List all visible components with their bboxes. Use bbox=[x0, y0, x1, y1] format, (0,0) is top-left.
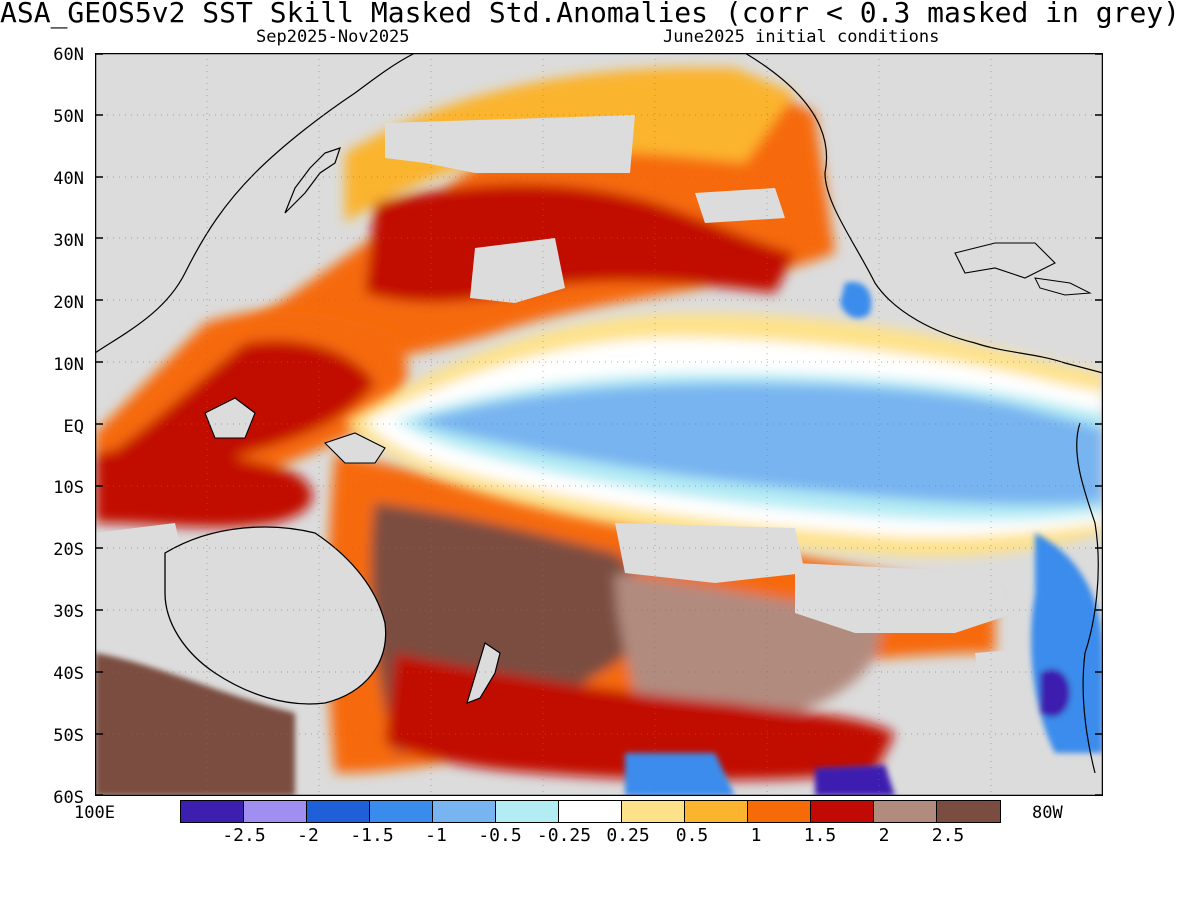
legend-swatch bbox=[937, 801, 1000, 822]
southern-ocean-strip bbox=[95, 653, 895, 796]
equatorial-cold-tongue bbox=[345, 313, 1103, 557]
north-america-coastline bbox=[744, 53, 1103, 374]
legend-tick-label: 0.5 bbox=[675, 825, 709, 846]
legend-tick-label: 1 bbox=[750, 825, 762, 846]
new-zealand-land bbox=[466, 642, 501, 704]
lat-label: 40S bbox=[53, 664, 84, 685]
legend-swatch bbox=[874, 801, 937, 822]
legend-swatch bbox=[748, 801, 811, 822]
lon-label-left: 100E bbox=[74, 803, 115, 823]
color-legend bbox=[180, 800, 1001, 823]
lat-label: 50S bbox=[53, 726, 84, 747]
legend-tick-label: -2.5 bbox=[222, 825, 266, 846]
map-canvas bbox=[95, 53, 1103, 796]
lat-label: EQ bbox=[63, 416, 84, 437]
legend-swatch bbox=[685, 801, 748, 822]
legend-tick-label: -1.5 bbox=[350, 825, 394, 846]
lat-label: 10S bbox=[53, 478, 84, 499]
new-guinea-coastline bbox=[323, 432, 386, 464]
legend-swatch bbox=[496, 801, 559, 822]
gulf-coast bbox=[954, 242, 1056, 279]
legend-tick-label: 2.5 bbox=[931, 825, 965, 846]
legend-swatch bbox=[622, 801, 685, 822]
lat-label: 20N bbox=[53, 292, 84, 313]
cuba-coastline bbox=[1034, 277, 1092, 296]
lat-label: 40N bbox=[53, 168, 84, 189]
lat-label: 10N bbox=[53, 354, 84, 375]
south-america-coastline bbox=[1076, 422, 1099, 774]
anomaly-map bbox=[95, 53, 1103, 796]
legend-swatch bbox=[433, 801, 496, 822]
borneo-coastline bbox=[204, 397, 256, 439]
chart-title: ASA_GEOS5v2 SST Skill Masked Std.Anomali… bbox=[0, 0, 1181, 29]
east-pacific-cool-anomaly bbox=[840, 282, 1103, 753]
legend-tick-label: -1 bbox=[425, 825, 447, 846]
initial-conditions: June2025 initial conditions bbox=[663, 27, 940, 47]
forecast-period: Sep2025-Nov2025 bbox=[256, 27, 410, 47]
lat-label: 30N bbox=[53, 230, 84, 251]
legend-swatch bbox=[811, 801, 874, 822]
lat-lon-grid bbox=[95, 53, 1103, 796]
legend-tick-label: 1.5 bbox=[803, 825, 837, 846]
legend-swatch bbox=[244, 801, 307, 822]
legend-tick-label: -0.25 bbox=[536, 825, 592, 846]
lon-label-right: 80W bbox=[1032, 803, 1063, 823]
legend-swatch bbox=[307, 801, 370, 822]
lat-ticks bbox=[95, 53, 1103, 796]
legend-swatch bbox=[370, 801, 433, 822]
lat-label: 50N bbox=[53, 106, 84, 127]
legend-tick-label: 0.25 bbox=[606, 825, 650, 846]
lat-label: 60N bbox=[53, 45, 84, 65]
legend-tick-label: -2 bbox=[297, 825, 319, 846]
japan-coastline bbox=[284, 147, 341, 214]
lat-label: 30S bbox=[53, 602, 84, 623]
lat-label: 60S bbox=[53, 788, 84, 808]
legend-tick-label: 2 bbox=[878, 825, 890, 846]
lat-label: 20S bbox=[53, 540, 84, 561]
legend-swatch bbox=[559, 801, 622, 822]
legend-swatch bbox=[181, 801, 244, 822]
australia-land bbox=[164, 526, 387, 705]
legend-tick-label: -0.5 bbox=[478, 825, 522, 846]
south-pacific-warm-band bbox=[327, 453, 995, 781]
masked-regions bbox=[95, 53, 1103, 796]
